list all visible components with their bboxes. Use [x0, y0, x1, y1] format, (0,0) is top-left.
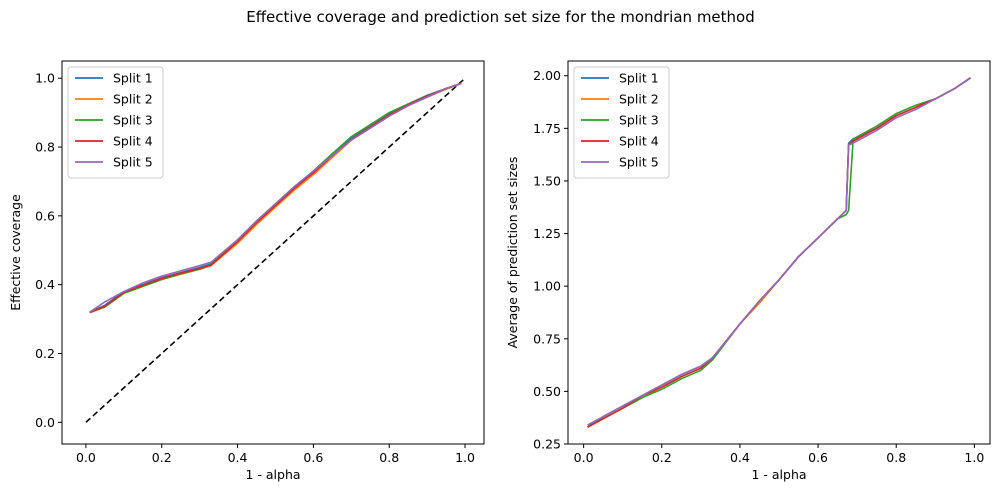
x-axis-label: 1 - alpha: [751, 467, 806, 482]
legend-label-split-5: Split 5: [619, 155, 659, 170]
x-tick-label: 0.4: [228, 450, 248, 465]
y-tick-label: 1.0: [35, 71, 55, 86]
x-tick-label: 0.2: [652, 450, 672, 465]
x-tick-label: 0.4: [730, 450, 750, 465]
x-tick-label: 0.0: [574, 450, 594, 465]
legend-label-split-2: Split 2: [619, 92, 659, 107]
legend-label-split-5: Split 5: [113, 155, 153, 170]
legend-label-split-4: Split 4: [113, 134, 153, 149]
legend-box: [67, 66, 164, 179]
x-tick-label: 0.8: [886, 450, 906, 465]
panel-2: 0.0 0.2 0.4 0.6 0.8 1.0 0.25 0.50 0.75 1.00 1.25 1.…: [505, 60, 991, 482]
y-tick-label: 0.2: [35, 346, 55, 361]
x-tick-label: 0.6: [303, 450, 323, 465]
legend-label-split-1: Split 1: [113, 71, 153, 86]
y-tick-label: 0.0: [35, 415, 55, 430]
x-tick-label: 1.0: [964, 450, 984, 465]
legend-label-split-2: Split 2: [113, 92, 153, 107]
y-axis-label: Effective coverage: [8, 194, 23, 311]
y-tick-label: 2.00: [533, 68, 561, 83]
legend-label-split-3: Split 3: [619, 113, 659, 128]
y-tick-label: 0.8: [35, 140, 55, 155]
y-tick-label: 1.75: [533, 121, 561, 136]
x-axis-label: 1 - alpha: [245, 467, 300, 482]
figure-title: Effective coverage and prediction set si…: [246, 8, 755, 26]
y-tick-label: 1.25: [533, 226, 561, 241]
y-tick-label: 1.00: [533, 279, 561, 294]
series-line-split-5: [89, 82, 462, 313]
y-tick-label: 0.50: [533, 384, 561, 399]
y-tick-label: 0.6: [35, 208, 55, 223]
x-tick-label: 0.6: [808, 450, 828, 465]
x-tick-label: 1.0: [455, 450, 475, 465]
y-tick-label: 1.50: [533, 173, 561, 188]
series-line-split-5: [587, 77, 971, 426]
x-tick-label: 0.2: [152, 450, 172, 465]
legend-box: [573, 66, 670, 179]
legend-label-split-4: Split 4: [619, 134, 659, 149]
y-axis-label: Average of prediction set sizes: [505, 157, 520, 349]
y-tick-label: 0.25: [533, 437, 561, 452]
x-tick-label: 0.0: [76, 450, 96, 465]
y-tick-label: 0.4: [35, 277, 55, 292]
panel-1: 0.0 0.2 0.4 0.6 0.8 1.0 0.0 0.2 0.4 0.6 0.8 1.0 1 - …: [8, 60, 485, 482]
legend-label-split-1: Split 1: [619, 71, 659, 86]
legend-label-split-3: Split 3: [113, 113, 153, 128]
x-tick-label: 0.8: [379, 450, 399, 465]
y-tick-label: 0.75: [533, 331, 561, 346]
axes-frame: [61, 60, 485, 445]
axes-frame: [567, 60, 991, 445]
